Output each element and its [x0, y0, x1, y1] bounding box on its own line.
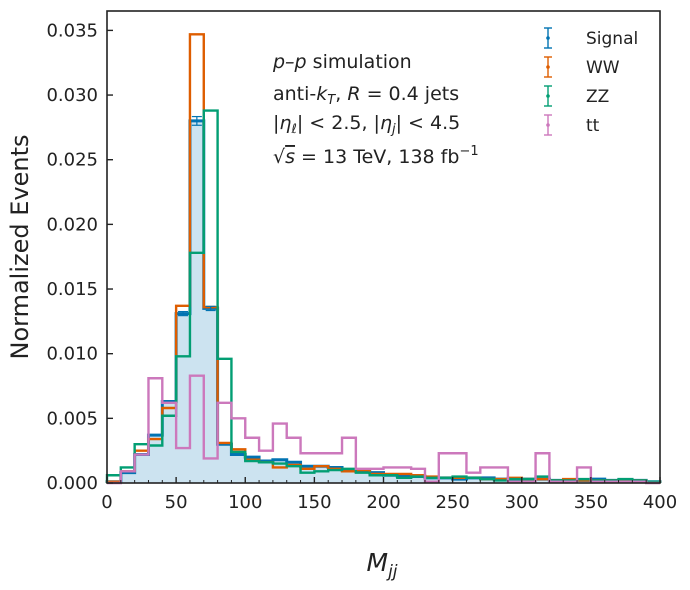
y-tick-label: 0.025 — [46, 150, 98, 171]
legend-marker-icon — [546, 65, 550, 69]
x-tick-label: 400 — [643, 492, 677, 513]
legend-marker-icon — [546, 94, 550, 98]
series-tt-histogram — [107, 374, 660, 485]
x-tick-label: 250 — [435, 492, 469, 513]
annotation-line-4: √s = 13 TeV, 138 fb−1 — [273, 144, 479, 168]
y-axis-label: Normalized Events — [6, 135, 34, 360]
plot-area — [105, 33, 662, 485]
annotation-line-2: anti-kT, R = 0.4 jets — [273, 83, 459, 108]
annotation-text: p–p simulation anti-kT, R = 0.4 jets |ηℓ… — [272, 51, 479, 168]
legend-label: Signal — [586, 29, 638, 49]
y-tick-label: 0.020 — [46, 214, 98, 235]
axis-ticks: 0 50 100 150 200 250 300 350 400 0.000 0.005 0.010 0… — [46, 20, 677, 513]
x-tick-label: 150 — [297, 492, 331, 513]
legend-label: WW — [586, 58, 620, 78]
x-tick-label: 100 — [228, 492, 262, 513]
series-zz-histogram — [105, 109, 662, 483]
y-tick-label: 0.000 — [46, 473, 98, 494]
x-tick-label: 300 — [505, 492, 539, 513]
legend-label: tt — [586, 116, 600, 136]
x-axis-label: Mjj — [366, 548, 397, 582]
svg-text:Mjj: Mjj — [366, 548, 397, 582]
legend-marker-icon — [546, 123, 550, 127]
legend-label: ZZ — [586, 87, 609, 107]
y-tick-label: 0.005 — [46, 408, 98, 429]
y-tick-label: 0.010 — [46, 344, 98, 365]
x-tick-label: 350 — [574, 492, 608, 513]
x-tick-label: 200 — [366, 492, 400, 513]
legend-item-zz: ZZ — [544, 85, 609, 107]
x-tick-label: 0 — [101, 492, 112, 513]
legend-item-signal: Signal — [544, 27, 638, 49]
annotation-line-1: p–p simulation — [272, 51, 412, 73]
y-tick-label: 0.015 — [46, 279, 98, 300]
y-tick-label: 0.035 — [46, 20, 98, 41]
annotation-line-3: |ηℓ| < 2.5, |ηj| < 4.5 — [273, 112, 460, 137]
legend-item-tt: tt — [544, 114, 600, 136]
x-tick-label: 50 — [165, 492, 188, 513]
series-signal-fill — [107, 120, 660, 483]
legend-item-ww: WW — [544, 56, 620, 78]
legend-marker-icon — [546, 36, 550, 40]
legend: Signal WW ZZ tt — [544, 27, 638, 136]
y-tick-label: 0.030 — [46, 85, 98, 106]
